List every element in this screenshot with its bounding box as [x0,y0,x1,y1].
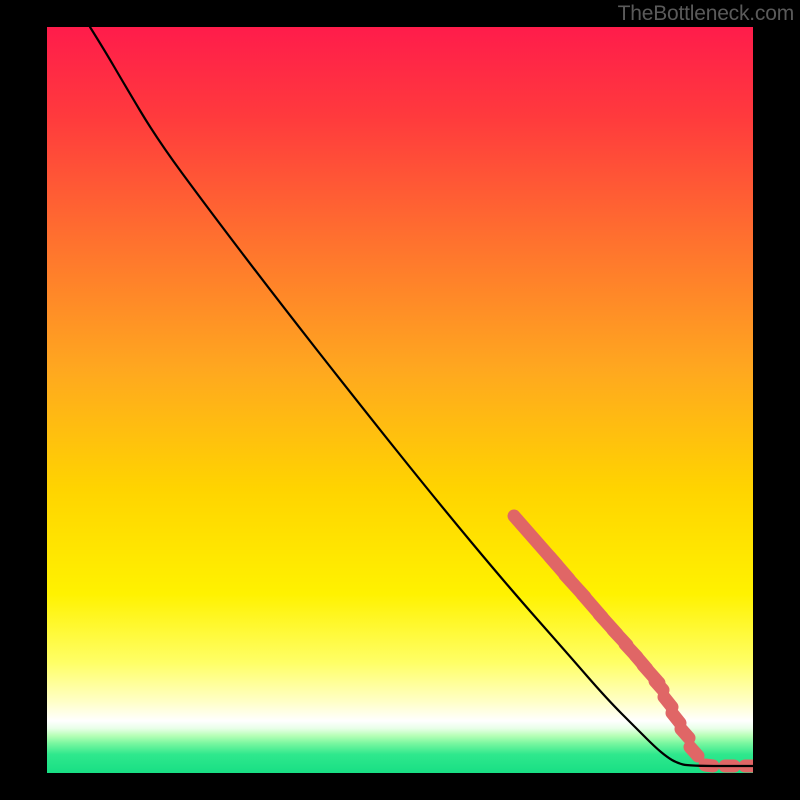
chart-frame: TheBottleneck.com [0,0,800,800]
attribution-text: TheBottleneck.com [618,2,794,26]
chart-svg [47,27,753,773]
chart-plot-area [47,27,753,773]
